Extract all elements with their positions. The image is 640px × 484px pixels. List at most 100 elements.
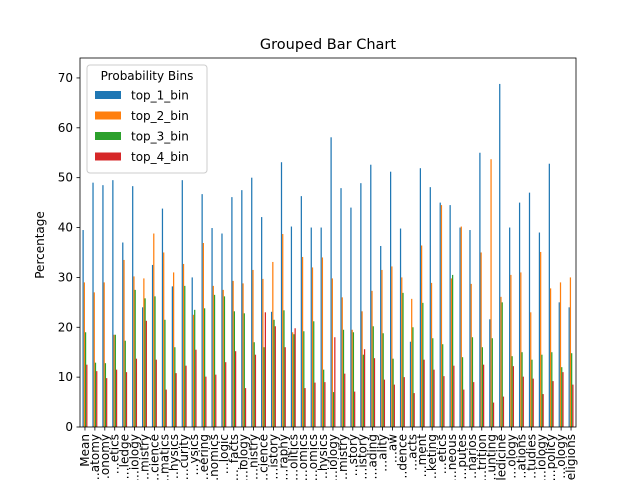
bar-top_2_bin-42 — [500, 296, 502, 427]
bar-top_1_bin-29 — [370, 164, 372, 427]
bar-top_3_bin-24 — [323, 369, 325, 427]
bar-top_1_bin-7 — [151, 264, 154, 427]
legend: Probability Bins top_1_bin top_2_bin top_3_… — [86, 64, 208, 174]
bar-top_4_bin-33 — [413, 393, 415, 427]
bar-top_4_bin-28 — [363, 349, 366, 427]
bar-top_2_bin-2 — [103, 282, 105, 427]
bar-top_1_bin-34 — [419, 168, 421, 427]
bar-top_4_bin-14 — [225, 362, 227, 427]
bar-top_2_bin-0 — [83, 282, 85, 427]
bar-top_1_bin-15 — [231, 197, 233, 427]
bar-top_4_bin-24 — [324, 382, 326, 427]
bar-top_2_bin-9 — [173, 272, 175, 427]
bar-top_1_bin-47 — [548, 163, 550, 427]
bar-top_3_bin-15 — [233, 311, 235, 427]
bar-top_4_bin-2 — [106, 378, 108, 427]
bar-top_4_bin-49 — [572, 384, 574, 427]
x-tick-label-44: …ations — [514, 434, 528, 480]
bar-top_3_bin-12 — [204, 308, 206, 427]
x-tick-label-6: …mistry — [137, 434, 151, 480]
legend-title: Probability Bins — [101, 69, 194, 83]
bar-top_2_bin-6 — [143, 278, 145, 427]
x-tick-label-46: …iology — [534, 434, 548, 480]
bar-top_2_bin-3 — [113, 334, 115, 427]
bar-top_3_bin-21 — [293, 334, 295, 427]
bar-top_1_bin-25 — [330, 137, 332, 428]
bar-top_1_bin-22 — [300, 196, 302, 427]
x-tick-label-39: …narios — [465, 434, 479, 480]
bar-top_3_bin-35 — [432, 338, 434, 427]
x-tick-label-41: …unting — [485, 434, 499, 480]
bar-top_4_bin-16 — [244, 388, 247, 427]
x-tick-label-37: …neous — [445, 434, 459, 480]
bar-top_2_bin-8 — [163, 252, 165, 427]
x-tick-label-45: …tudies — [524, 434, 538, 480]
bar-top_3_bin-26 — [342, 329, 345, 427]
bar-top_1_bin-41 — [489, 319, 491, 427]
bar-top_2_bin-33 — [411, 298, 413, 427]
bar-top_3_bin-2 — [104, 363, 107, 427]
bar-top_4_bin-27 — [354, 391, 356, 427]
x-tick-label-35: …keting — [425, 434, 439, 480]
bar-top_4_bin-4 — [125, 372, 128, 427]
bar-top_2_bin-7 — [153, 233, 155, 427]
bar-top_3_bin-19 — [273, 319, 275, 427]
x-tick-label-7: …cience — [147, 434, 161, 480]
bar-top_2_bin-21 — [292, 332, 294, 427]
bar-top_3_bin-13 — [213, 294, 216, 427]
x-tick-label-33: …acts — [405, 434, 419, 471]
x-tick-label-4: …ledge — [118, 434, 132, 479]
bar-top_3_bin-7 — [154, 296, 156, 427]
bar-top_2_bin-15 — [232, 280, 234, 427]
bar-top_4_bin-44 — [522, 376, 524, 427]
bar-top_4_bin-41 — [492, 402, 495, 427]
bar-top_3_bin-42 — [501, 302, 503, 427]
bar-top_3_bin-43 — [511, 356, 513, 427]
x-tick-label-27: …story — [346, 434, 360, 476]
bar-top_3_bin-1 — [94, 362, 97, 427]
chart-title: Grouped Bar Chart — [260, 37, 396, 53]
x-tick-label-31: …aw — [385, 434, 399, 463]
bar-top_3_bin-5 — [134, 289, 136, 427]
bar-top_4_bin-8 — [165, 389, 167, 427]
bar-top_1_bin-30 — [380, 245, 382, 427]
bar-top_1_bin-37 — [449, 205, 451, 427]
bar-top_4_bin-36 — [443, 376, 445, 427]
y-tick-label-70: 70 — [58, 71, 73, 85]
bar-top_3_bin-39 — [471, 337, 474, 427]
bar-top_1_bin-36 — [439, 202, 441, 427]
bar-top_4_bin-32 — [403, 377, 405, 427]
bar-top_4_bin-31 — [393, 384, 395, 427]
x-tick-label-17: …nistry — [247, 434, 261, 480]
bar-top_4_bin-23 — [314, 382, 316, 427]
y-tick-label-30: 30 — [58, 270, 73, 284]
bar-top_1_bin-0 — [82, 230, 84, 427]
bar-top_3_bin-17 — [253, 342, 255, 427]
x-tick-label-16: …iology — [237, 434, 251, 480]
bar-top_2_bin-39 — [470, 283, 472, 427]
bar-top_1_bin-48 — [558, 302, 560, 427]
bar-top_1_bin-14 — [221, 233, 223, 427]
y-tick-label-40: 40 — [58, 221, 73, 235]
plot-area: 010203040506070Mean…atomy…onomy…etics…le… — [58, 57, 578, 484]
bar-top_4_bin-10 — [185, 365, 187, 427]
bar-top_3_bin-25 — [332, 392, 335, 427]
bar-top_2_bin-47 — [549, 288, 552, 427]
x-tick-label-22: …omics — [296, 434, 310, 480]
bar-top_3_bin-36 — [442, 344, 444, 427]
bar-top_4_bin-1 — [96, 371, 98, 427]
bar-top_2_bin-1 — [93, 292, 95, 427]
y-tick-label-20: 20 — [58, 320, 73, 334]
bar-top_1_bin-6 — [142, 307, 144, 427]
x-tick-label-36: …etics — [435, 434, 449, 474]
x-tick-label-2: …onomy — [98, 434, 112, 480]
bar-top_3_bin-41 — [491, 338, 493, 427]
bar-top_2_bin-49 — [569, 277, 572, 427]
y-tick-label-10: 10 — [58, 370, 73, 384]
bar-top_1_bin-9 — [171, 286, 173, 427]
bar-top_1_bin-49 — [568, 307, 570, 427]
x-tick-label-40: …trition — [475, 434, 489, 480]
bar-top_2_bin-4 — [123, 259, 125, 427]
bar-top_4_bin-13 — [215, 374, 217, 427]
x-tick-label-19: …istory — [266, 434, 280, 480]
